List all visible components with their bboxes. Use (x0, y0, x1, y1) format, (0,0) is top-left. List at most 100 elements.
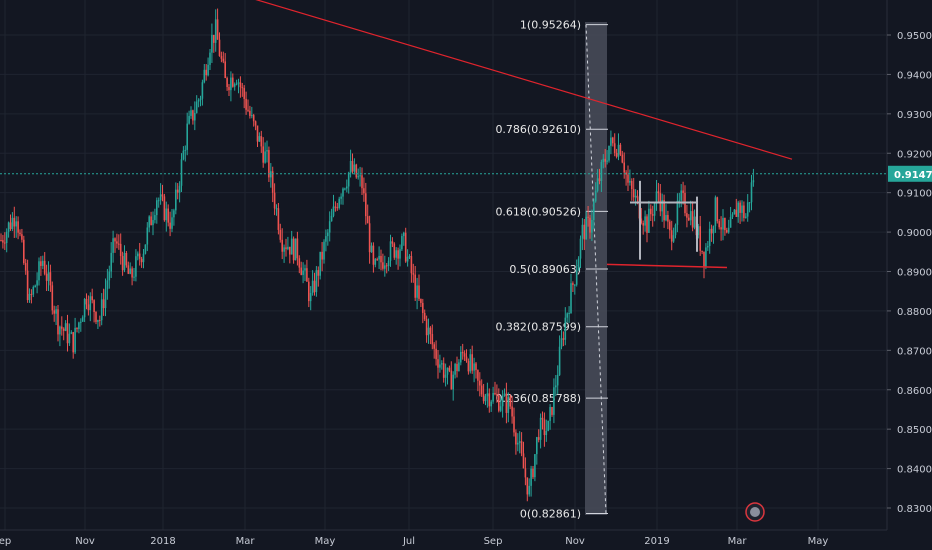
candle-body (509, 396, 511, 407)
candle-body (505, 393, 508, 413)
candle-body (414, 274, 416, 298)
candle-body (752, 180, 755, 183)
candle-body (511, 406, 513, 417)
candle-body (598, 178, 601, 181)
time-axis[interactable]: ep Nov 2018 Mar May Jul Sep Nov 2019 Mar May (0, 529, 887, 547)
candle-body (235, 83, 238, 85)
candle-body (131, 268, 133, 278)
candle-body (190, 110, 192, 116)
candle-body (686, 213, 688, 218)
candle-body (19, 232, 21, 235)
candle-body (173, 210, 175, 218)
candle-body (558, 346, 561, 375)
candle-body (201, 82, 204, 99)
candle-body (731, 214, 734, 218)
candle-body (281, 239, 283, 252)
candle-body (214, 19, 217, 43)
candle-body (34, 285, 36, 288)
candle-body (680, 190, 682, 201)
candle-body (389, 241, 392, 261)
candle-body (534, 454, 536, 478)
candle-body (366, 216, 369, 224)
candle-body (441, 363, 443, 365)
candle-body (575, 270, 578, 285)
candle-body (727, 227, 730, 233)
candle-body (211, 34, 213, 53)
candle-body (416, 285, 418, 298)
candle-body (705, 247, 707, 267)
candle-body (363, 188, 365, 194)
candle-body (446, 367, 449, 375)
candle-body (543, 419, 546, 436)
candle-body (574, 284, 576, 286)
candle-body (311, 280, 314, 293)
candle-body (631, 180, 633, 190)
candle-body (657, 191, 660, 194)
candle-body (349, 160, 352, 173)
candle-body (154, 215, 156, 221)
x-tick-label: ep (0, 536, 11, 547)
candle-body (237, 82, 240, 84)
candle-body (59, 326, 61, 335)
candle-body (439, 364, 441, 368)
candle-body (11, 217, 14, 229)
candle-body (499, 406, 502, 411)
candle-body (325, 236, 327, 242)
candle-body (142, 253, 145, 263)
candle-body (406, 256, 409, 262)
candle-body (623, 162, 625, 173)
candle-body (216, 19, 219, 40)
candle-body (7, 222, 10, 232)
candle-body (64, 323, 67, 331)
current-price-badge-bg (888, 165, 932, 182)
candle-body (600, 162, 603, 181)
candle-body (541, 417, 544, 420)
candle-body (556, 374, 559, 386)
candle-body (313, 280, 316, 293)
candle-body (180, 159, 183, 186)
candle-body (393, 243, 396, 258)
candle-body (148, 216, 150, 228)
fib-level-label: 0.618(0.90526) (495, 205, 581, 218)
candle-body (382, 262, 384, 269)
candle-body (249, 110, 251, 116)
x-tick-label: May (808, 536, 829, 547)
candle-body (76, 327, 78, 330)
x-tick-label: May (315, 536, 336, 547)
candle-body (427, 327, 430, 336)
candle-body (317, 270, 320, 276)
candle-body (621, 154, 624, 163)
candle-body (372, 245, 375, 265)
fibonacci-retracement[interactable]: 1(0.95264) 0.786(0.92610) 0.618(0.90526) 0.… (495, 19, 608, 521)
x-tick-label: 2019 (644, 536, 669, 547)
candle-body (484, 396, 487, 402)
candle-body (283, 247, 285, 252)
candle-body (264, 151, 266, 163)
candle-body (572, 283, 574, 285)
candle-body (515, 432, 517, 445)
candle-body (330, 215, 333, 222)
candle-body (2, 240, 4, 243)
candle-body (78, 322, 80, 330)
candle-body (408, 256, 411, 258)
candle-body (239, 82, 242, 88)
candle-body (104, 289, 107, 309)
candle-body (591, 219, 593, 233)
trendlines[interactable] (130, 0, 793, 269)
candle-body (89, 296, 92, 311)
candle-body (724, 217, 726, 231)
candle-body (454, 363, 456, 375)
candle-body (703, 251, 705, 267)
candle-body (137, 253, 139, 257)
candle-body (66, 323, 69, 344)
candle-body (119, 243, 122, 257)
candle-body (518, 441, 521, 443)
replay-icon[interactable] (745, 502, 765, 522)
candle-body (748, 202, 751, 204)
candle-body (135, 256, 137, 277)
candle-body (157, 200, 160, 202)
candle-body (194, 112, 196, 121)
